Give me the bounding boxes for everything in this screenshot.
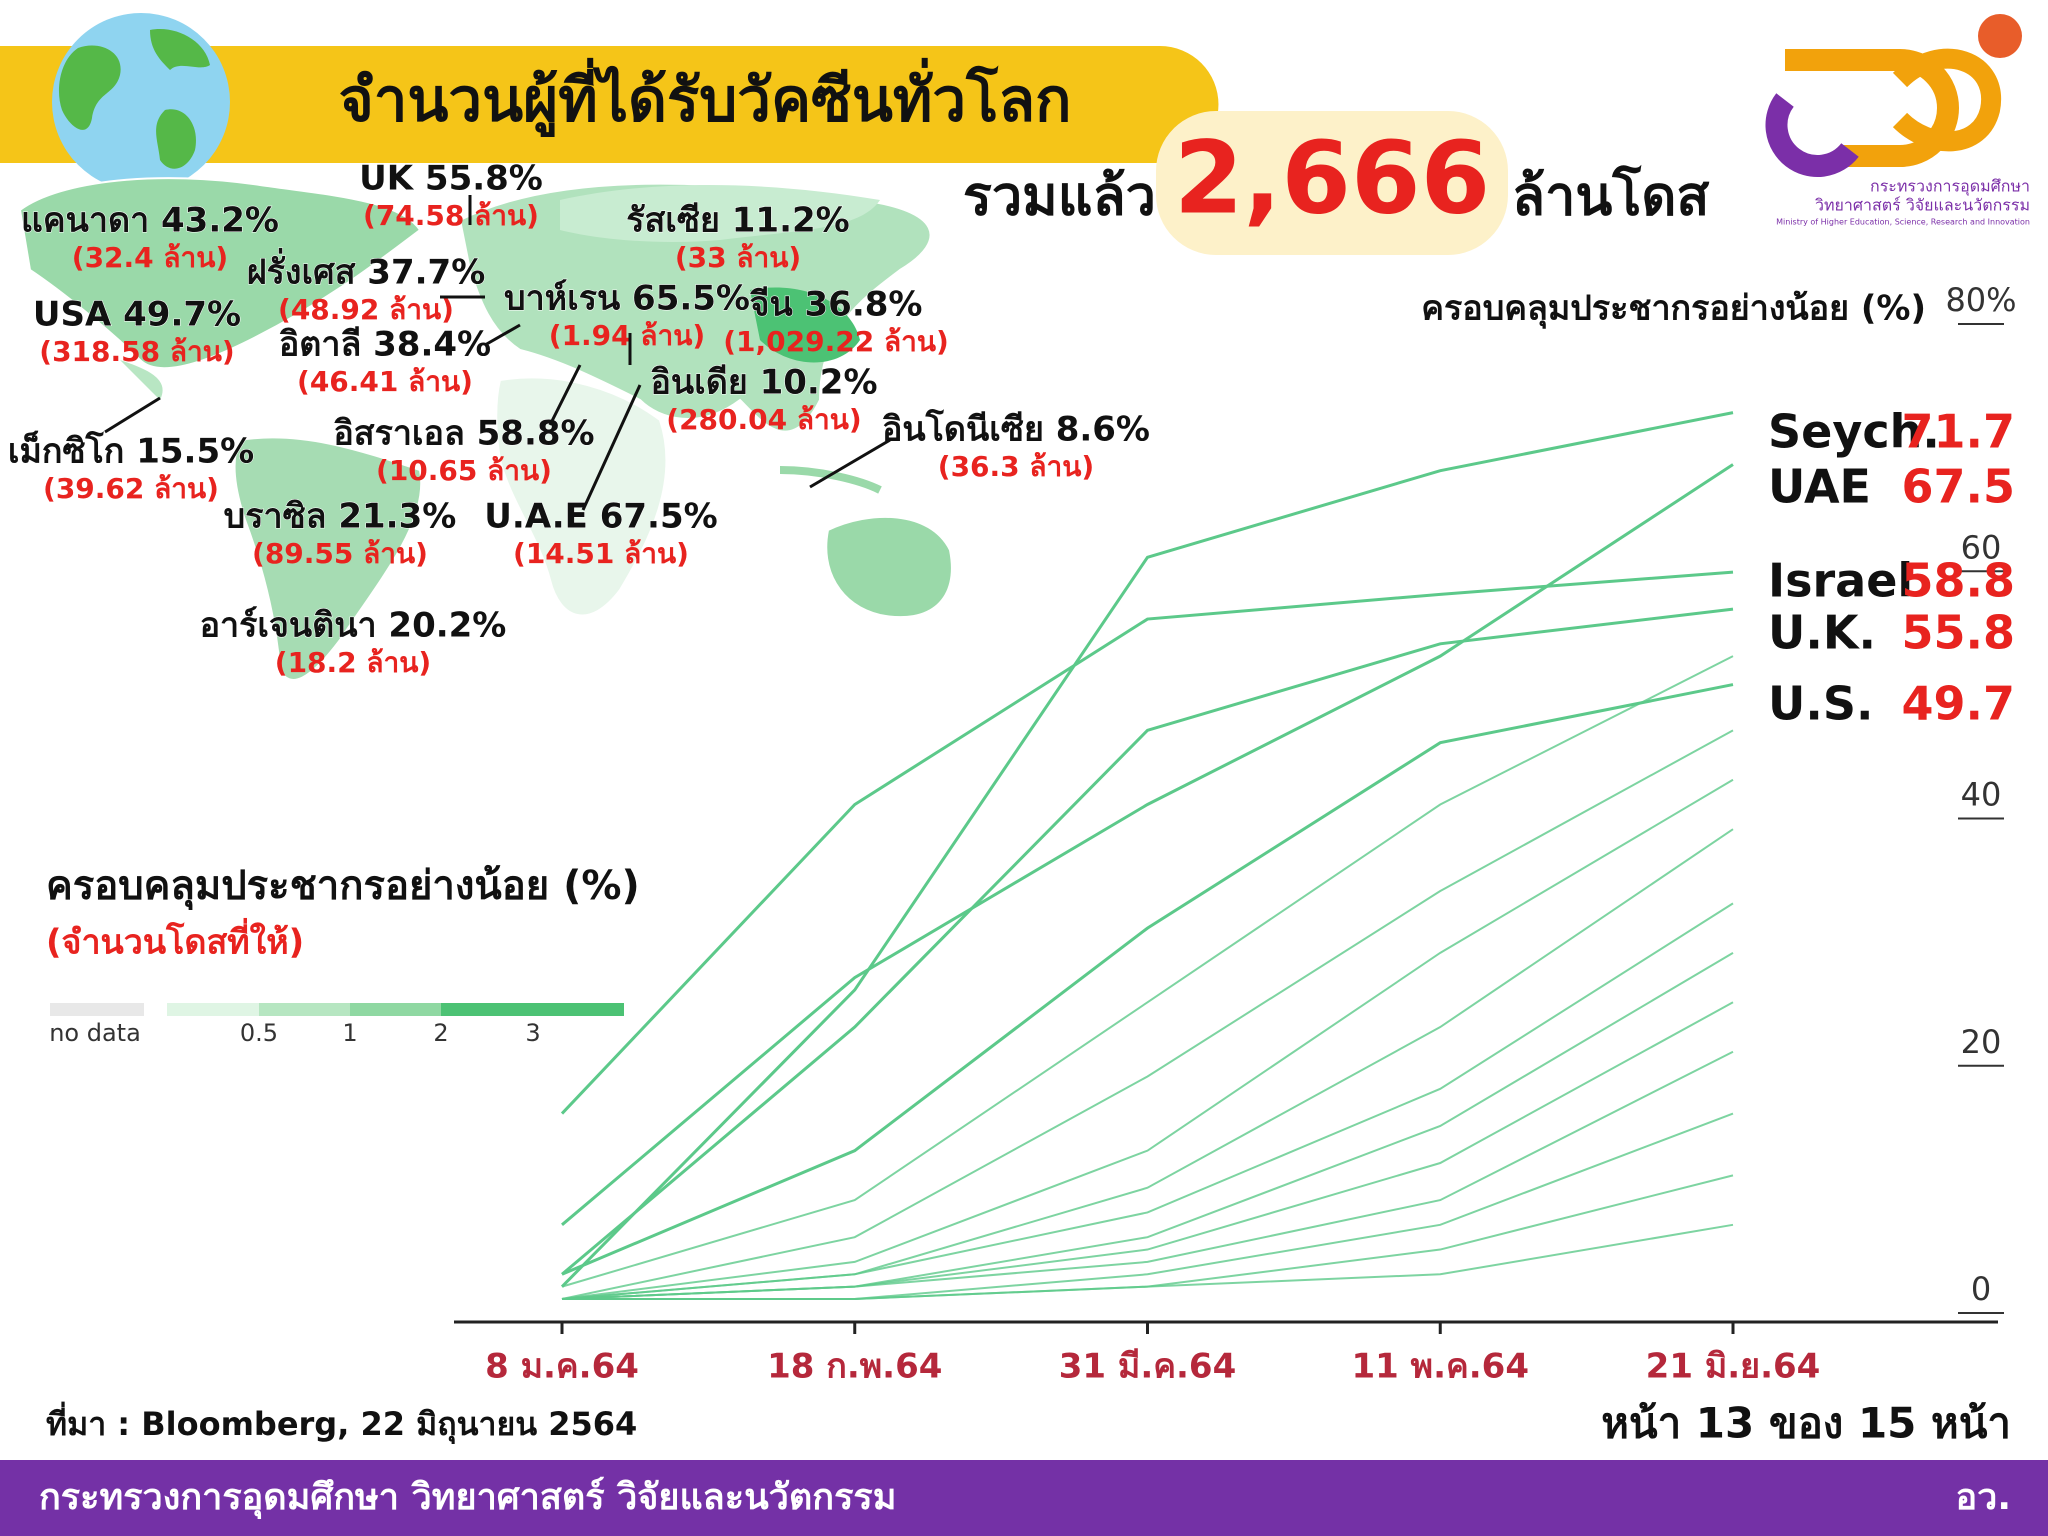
- line-chart: 8 ม.ค.64 18 ก.พ.64 31 มี.ค.64 11 พ.ค.64 21 ม…: [454, 281, 2017, 1387]
- x-tick-label: 18 ก.พ.64: [767, 1347, 942, 1387]
- series-line: [560, 570, 1734, 1115]
- map-arrows: [104, 195, 891, 511]
- legend-label: 2: [433, 1019, 448, 1047]
- country-doses: (1.94 ล้าน): [549, 319, 705, 352]
- value-label: 67.5: [1902, 460, 2016, 514]
- value-label: 58.8: [1902, 554, 2016, 608]
- page-number: หน้า 13 ของ 15 หน้า: [1601, 1399, 2011, 1448]
- ministry-short: อว.: [1955, 1477, 2011, 1518]
- legend-label: 3: [525, 1019, 540, 1047]
- y-tick-label: 80%: [1945, 281, 2016, 319]
- y-tick-label: 20: [1961, 1023, 2002, 1061]
- country-doses: (48.92 ล้าน): [278, 293, 454, 326]
- y-tick-label: 40: [1961, 776, 2002, 814]
- legend-swatch: [350, 1003, 441, 1016]
- series-name: Israel: [1768, 554, 1913, 608]
- series-line: [561, 828, 1734, 1300]
- country-doses: (14.51 ล้าน): [513, 537, 689, 570]
- country-doses: (280.04 ล้าน): [666, 403, 861, 436]
- series-line: [562, 1223, 1734, 1300]
- x-tick-label: 8 ม.ค.64: [485, 1347, 639, 1387]
- legend-swatch: [167, 1003, 259, 1016]
- x-tick-label: 21 มิ.ย.64: [1646, 1347, 1821, 1387]
- series-line: [561, 1050, 1734, 1300]
- legend-label: no data: [49, 1019, 141, 1047]
- country-label: อิสราเอล 58.8%: [333, 414, 594, 454]
- value-label: 49.7: [1902, 677, 2016, 731]
- legend-swatch: [259, 1003, 350, 1016]
- logo: กระทรวงการอุดมศึกษา วิทยาศาสตร์ วิจัยและ…: [1765, 14, 2030, 227]
- legend-swatch: [441, 1003, 533, 1016]
- country-label: USA 49.7%: [33, 295, 241, 335]
- footer-bar: [0, 1460, 2048, 1536]
- series-name: U.S.: [1768, 677, 1873, 731]
- country-doses: (10.65 ล้าน): [376, 454, 552, 487]
- x-tick-label: 31 มี.ค.64: [1059, 1347, 1236, 1387]
- value-label: 71.7: [1902, 405, 2016, 459]
- total-pill: [1156, 111, 1508, 255]
- legend-swatch: [533, 1003, 624, 1016]
- country-doses: (1,029.22 ล้าน): [723, 325, 949, 358]
- country-doses: (318.58 ล้าน): [39, 335, 234, 368]
- series-name: Seych.: [1768, 405, 1940, 459]
- series-line: [561, 655, 1734, 1288]
- total-suffix: ล้านโดส: [1512, 165, 1709, 228]
- country-label: อินเดีย 10.2%: [650, 363, 877, 403]
- source: ที่มา : Bloomberg, 22 มิถุนายน 2564: [46, 1401, 637, 1445]
- series-line: [561, 778, 1734, 1300]
- series-line: [561, 683, 1734, 1276]
- country-label: จีน 36.8%: [749, 285, 922, 325]
- logo-line: Ministry of Higher Education, Science, R…: [1776, 218, 2030, 227]
- legend-subtitle: (จำนวนโดสที่ให้): [46, 918, 304, 963]
- total-value: 2,666: [1174, 119, 1490, 236]
- series-name: U.K.: [1768, 606, 1876, 660]
- country-doses: (18.2 ล้าน): [275, 646, 431, 679]
- title: จำนวนผู้ที่ได้รับวัคซีนทั่วโลก: [339, 58, 1072, 138]
- country-doses: (89.55 ล้าน): [252, 537, 428, 570]
- map-labels: แคนาดา 43.2%(32.4 ล้าน) UK 55.8%(74.58 ล้…: [7, 158, 1150, 679]
- legend-title: ครอบคลุมประชากรอย่างน้อย (%): [46, 863, 640, 911]
- series-name: UAE: [1768, 460, 1871, 514]
- country-doses: (36.3 ล้าน): [938, 450, 1094, 483]
- country-doses: (46.41 ล้าน): [297, 365, 473, 398]
- x-tick-label: 11 พ.ค.64: [1352, 1347, 1529, 1387]
- country-label: บาห์เรน 65.5%: [504, 279, 750, 319]
- country-label: อินโดนีเซีย 8.6%: [882, 409, 1150, 450]
- country-label: เม็กซิโก 15.5%: [8, 430, 254, 472]
- series-line: [561, 607, 1734, 1276]
- country-label: บราซิล 21.3%: [224, 497, 457, 537]
- globe: [52, 13, 230, 191]
- y-tick-label: 0: [1971, 1270, 1991, 1308]
- country-label: อาร์เจนตินา 20.2%: [200, 606, 507, 646]
- country-label: รัสเซีย 11.2%: [626, 201, 849, 241]
- logo-line: วิทยาศาสตร์ วิจัยและนวัตกรรม: [1815, 196, 2030, 215]
- country-doses: (74.58 ล้าน): [363, 199, 539, 232]
- value-label: 55.8: [1902, 606, 2016, 660]
- legend-label: 0.5: [240, 1019, 278, 1047]
- y-tick-label: 60: [1961, 528, 2002, 566]
- country-doses: (39.62 ล้าน): [43, 472, 219, 505]
- country-label: แคนาดา 43.2%: [21, 201, 279, 241]
- ministry-name: กระทรวงการอุดมศึกษา วิทยาศาสตร์ วิจัยและ…: [39, 1476, 896, 1520]
- legend-label: 1: [342, 1019, 357, 1047]
- total-prefix: รวมแล้ว: [963, 165, 1156, 228]
- country-doses: (32.4 ล้าน): [72, 241, 228, 274]
- series-line: [561, 729, 1734, 1300]
- legend-swatch: [50, 1003, 144, 1016]
- legend: no data 0.5 1 2 3: [49, 1003, 624, 1047]
- country-label: U.A.E 67.5%: [484, 497, 717, 537]
- series-line: [561, 463, 1734, 1226]
- title-bar: [0, 46, 1219, 163]
- country-label: อิตาลี 38.4%: [279, 325, 491, 365]
- y-axis-label: ครอบคลุมประชากรอย่างน้อย (%): [1421, 289, 1926, 330]
- series-line: [561, 902, 1734, 1300]
- country-label: UK 55.8%: [359, 159, 543, 199]
- series-line: [560, 411, 1734, 1288]
- logo-line: กระทรวงการอุดมศึกษา: [1870, 177, 2030, 197]
- country-label: ฝรั่งเศส 37.7%: [247, 248, 486, 293]
- country-doses: (33 ล้าน): [675, 241, 801, 274]
